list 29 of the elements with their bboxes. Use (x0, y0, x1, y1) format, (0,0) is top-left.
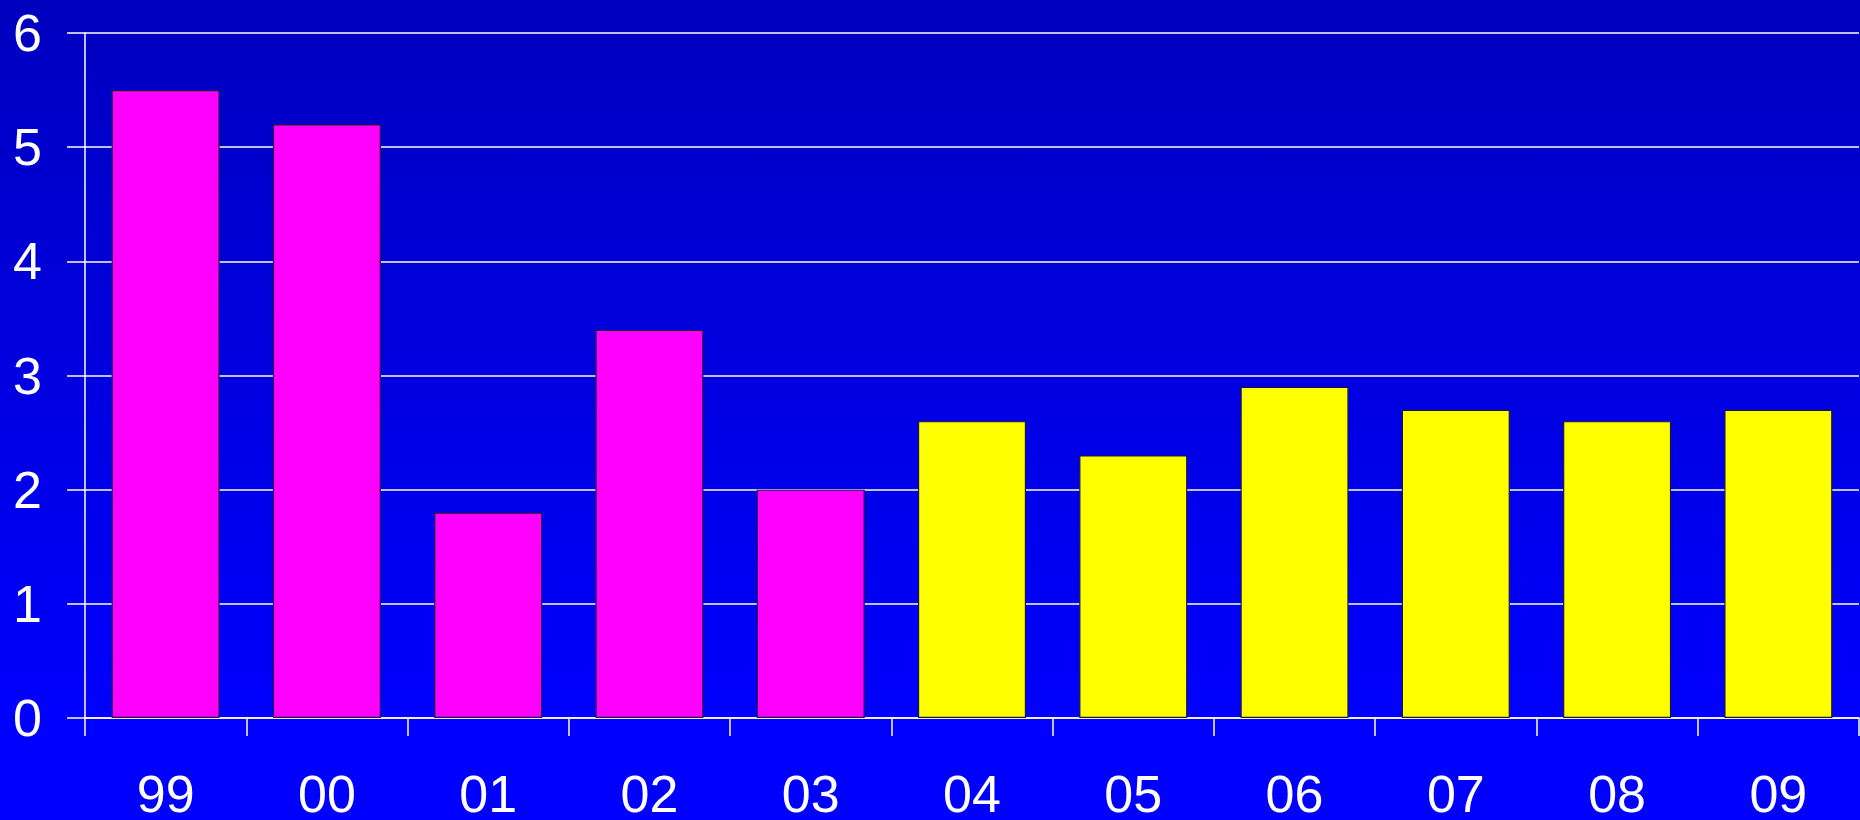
x-tick-label: 06 (1265, 765, 1324, 820)
x-tick-label: 02 (620, 765, 679, 820)
bar (1563, 421, 1672, 718)
x-tick-label: 03 (781, 765, 840, 820)
bar (1724, 409, 1833, 718)
x-tick-label: 01 (459, 765, 518, 820)
bar (595, 329, 704, 718)
x-tick-label: 07 (1426, 765, 1485, 820)
y-tick-label: 1 (13, 574, 42, 633)
x-tick-label: 09 (1749, 765, 1808, 820)
x-tick-label: 04 (943, 765, 1001, 820)
bar (756, 489, 865, 718)
y-tick-label: 2 (13, 460, 42, 519)
y-tick-label: 4 (13, 232, 42, 291)
y-tick-label: 6 (13, 4, 42, 62)
bar (434, 512, 543, 718)
bar (917, 421, 1027, 718)
bar (1401, 409, 1510, 718)
bar (111, 90, 220, 718)
bar (1240, 386, 1349, 718)
bar (272, 124, 381, 718)
x-tick-label: 99 (136, 765, 195, 820)
x-tick-label: 08 (1588, 765, 1647, 820)
bar (1079, 455, 1188, 718)
y-tick-label: 0 (13, 689, 42, 747)
x-tick-label: 00 (297, 765, 356, 820)
y-tick-label: 5 (13, 118, 42, 177)
y-tick-label: 3 (13, 346, 42, 405)
x-tick-label: 05 (1104, 765, 1163, 820)
